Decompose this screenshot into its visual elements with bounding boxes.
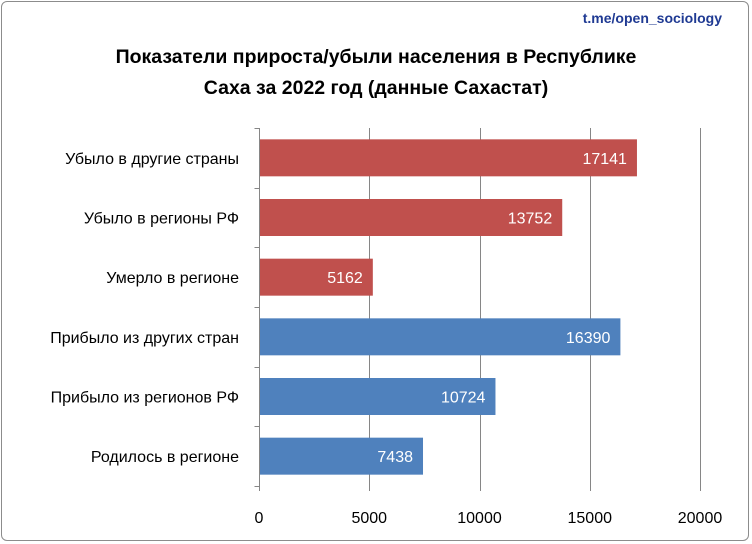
data-label-0: 17141 (582, 151, 627, 168)
x-tick-label-1: 5000 (351, 510, 387, 527)
data-label-5: 7438 (377, 449, 413, 466)
x-tick-label-3: 15000 (568, 510, 613, 527)
category-label-0: Убыло в другие страны (65, 151, 239, 168)
x-tick-label-0: 0 (255, 510, 264, 527)
bar-2[interactable] (260, 258, 373, 296)
data-label-4: 10724 (441, 390, 486, 407)
x-tick-label-4: 20000 (678, 510, 723, 527)
category-label-4: Прибыло из регионов РФ (51, 390, 239, 407)
category-label-5: Родилось в регионе (91, 449, 239, 466)
bar-0[interactable] (260, 139, 637, 177)
chart-title: Показатели прироста/убыли населения в Ре… (40, 42, 712, 104)
chart-title-line-1: Показатели прироста/убыли населения в Ре… (115, 46, 637, 68)
data-label-1: 13752 (508, 211, 553, 228)
data-label-3: 16390 (566, 330, 611, 347)
source-label[interactable]: t.me/open_sociology (582, 10, 722, 26)
category-label-3: Прибыло из других стран (50, 330, 239, 347)
bar-3[interactable] (260, 318, 621, 356)
bar-5[interactable] (260, 437, 424, 475)
bar-1[interactable] (260, 199, 563, 236)
x-tick-label-2: 10000 (457, 510, 502, 527)
bar-4[interactable] (260, 378, 496, 415)
data-label-2: 5162 (327, 270, 363, 287)
category-label-2: Умерло в регионе (106, 270, 239, 287)
category-label-1: Убыло в регионы РФ (84, 211, 239, 228)
chart-title-line-2: Саха за 2022 год (данные Сахастат) (203, 77, 549, 99)
